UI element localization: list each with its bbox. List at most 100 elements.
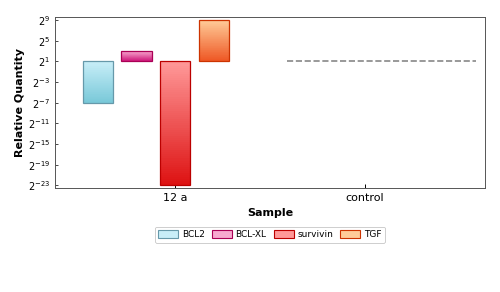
- Bar: [160, 88, 190, 90]
- Bar: [160, 90, 190, 92]
- Bar: [160, 130, 190, 132]
- Bar: [160, 183, 190, 185]
- Bar: [82, 63, 113, 64]
- Bar: [160, 70, 190, 72]
- Bar: [160, 138, 190, 140]
- Bar: [82, 66, 113, 67]
- Bar: [160, 86, 190, 88]
- Bar: [82, 89, 113, 90]
- Bar: [82, 78, 113, 79]
- Bar: [160, 167, 190, 169]
- Bar: [82, 81, 113, 82]
- Bar: [199, 45, 229, 46]
- Bar: [82, 82, 113, 83]
- Bar: [82, 91, 113, 92]
- Bar: [82, 70, 113, 71]
- Bar: [199, 34, 229, 35]
- Bar: [160, 175, 190, 177]
- Bar: [199, 38, 229, 39]
- Bar: [160, 134, 190, 136]
- Y-axis label: Relative Quantity: Relative Quantity: [15, 48, 25, 157]
- Bar: [82, 96, 113, 97]
- Bar: [82, 86, 113, 87]
- Bar: [160, 115, 190, 117]
- Bar: [82, 102, 113, 103]
- Bar: [160, 154, 190, 157]
- Bar: [160, 84, 190, 86]
- Bar: [82, 88, 113, 89]
- Bar: [82, 100, 113, 101]
- Bar: [160, 140, 190, 142]
- Bar: [82, 67, 113, 68]
- Bar: [199, 25, 229, 26]
- Bar: [160, 163, 190, 165]
- Legend: BCL2, BCL-XL, survivin, TGF: BCL2, BCL-XL, survivin, TGF: [155, 227, 385, 243]
- Bar: [160, 111, 190, 113]
- Bar: [199, 26, 229, 27]
- Bar: [199, 39, 229, 40]
- Bar: [160, 173, 190, 175]
- Bar: [160, 157, 190, 159]
- Bar: [160, 179, 190, 181]
- Bar: [160, 136, 190, 138]
- Bar: [199, 51, 229, 52]
- Bar: [199, 53, 229, 54]
- Bar: [82, 72, 113, 73]
- Bar: [199, 52, 229, 53]
- Bar: [160, 181, 190, 183]
- Bar: [82, 74, 113, 75]
- Bar: [160, 94, 190, 97]
- Bar: [160, 67, 190, 70]
- Bar: [160, 78, 190, 80]
- Bar: [160, 72, 190, 74]
- Bar: [82, 73, 113, 74]
- Bar: [199, 60, 229, 61]
- Bar: [82, 84, 113, 85]
- X-axis label: Sample: Sample: [247, 208, 293, 218]
- Bar: [160, 124, 190, 126]
- Bar: [199, 46, 229, 47]
- Bar: [122, 51, 152, 61]
- Bar: [160, 144, 190, 146]
- Bar: [82, 71, 113, 72]
- Bar: [160, 80, 190, 82]
- Bar: [199, 56, 229, 57]
- Bar: [199, 28, 229, 29]
- Bar: [160, 65, 190, 67]
- Bar: [160, 152, 190, 154]
- Bar: [160, 121, 190, 124]
- Bar: [199, 57, 229, 58]
- Bar: [160, 177, 190, 179]
- Bar: [199, 59, 229, 60]
- Bar: [82, 90, 113, 91]
- Bar: [160, 99, 190, 101]
- Bar: [160, 146, 190, 148]
- Bar: [160, 63, 190, 65]
- Bar: [82, 77, 113, 78]
- Bar: [160, 171, 190, 173]
- Bar: [160, 92, 190, 94]
- Bar: [160, 161, 190, 163]
- Bar: [82, 62, 113, 63]
- Bar: [160, 119, 190, 121]
- Bar: [82, 69, 113, 70]
- Bar: [199, 31, 229, 32]
- Bar: [160, 150, 190, 152]
- Bar: [82, 93, 113, 94]
- Bar: [199, 58, 229, 59]
- Bar: [160, 101, 190, 103]
- Bar: [82, 83, 113, 84]
- Bar: [160, 107, 190, 109]
- Bar: [160, 148, 190, 150]
- Bar: [82, 61, 113, 62]
- Bar: [199, 29, 229, 30]
- Bar: [199, 22, 229, 23]
- Bar: [199, 55, 229, 56]
- Bar: [199, 40, 229, 41]
- Bar: [199, 33, 229, 34]
- Bar: [199, 43, 229, 44]
- Bar: [82, 94, 113, 95]
- Bar: [160, 97, 190, 99]
- Bar: [199, 37, 229, 38]
- Bar: [199, 23, 229, 24]
